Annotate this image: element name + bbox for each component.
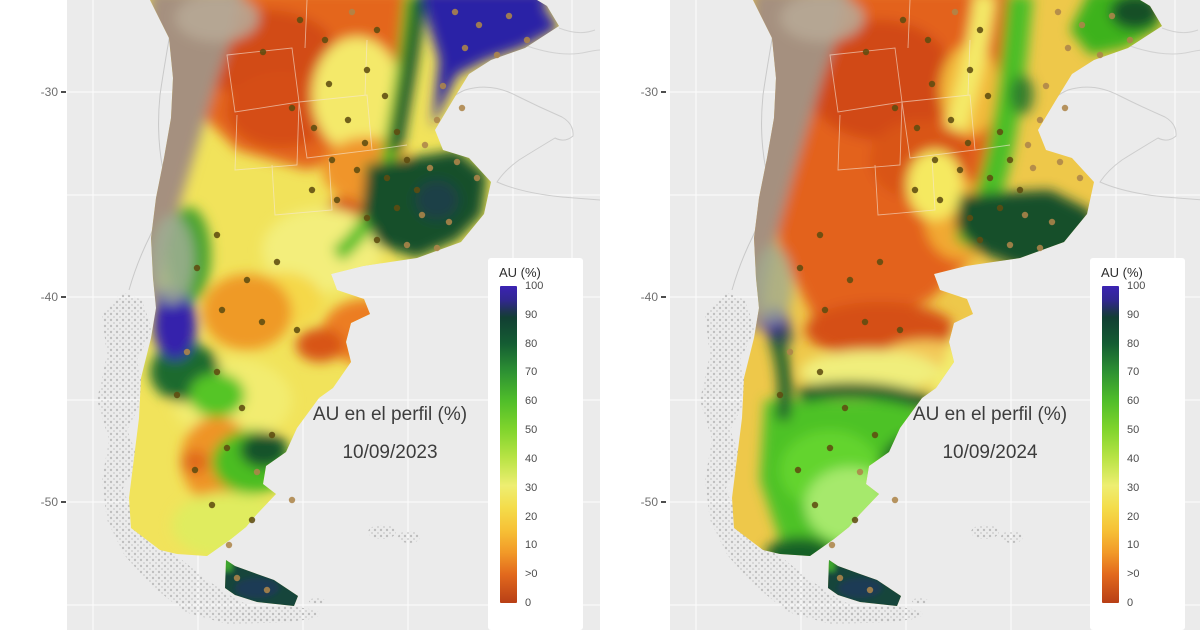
y-axis-label: -30 <box>640 85 658 99</box>
y-axis-tickmark <box>61 501 66 503</box>
annotation-date: 10/09/2024 <box>942 442 1038 463</box>
annotation-date: 10/09/2023 <box>342 442 438 463</box>
map-annotation-2023: AU en el perfil (%) 10/09/2023 <box>255 404 525 464</box>
y-axis-label: -50 <box>40 495 58 509</box>
y-axis-label: -40 <box>640 290 658 304</box>
map-annotation-2024: AU en el perfil (%) 10/09/2024 <box>855 404 1125 464</box>
color-legend: AU (%) 100 90 80 70 60 50 40 30 20 10 >0… <box>1090 258 1185 630</box>
y-axis-label: -40 <box>40 290 58 304</box>
y-axis-label: -30 <box>40 85 58 99</box>
y-axis-tickmark <box>61 91 66 93</box>
legend-colorbar <box>1102 286 1119 603</box>
annotation-title: AU en el perfil (%) <box>912 404 1068 425</box>
y-axis-tickmark <box>661 91 666 93</box>
y-axis-tickmark <box>661 296 666 298</box>
legend-title: AU (%) <box>1101 265 1143 280</box>
map-panel-2024: -30 -40 -50 AU en el perfil (%) 10/09/20… <box>600 0 1200 630</box>
y-axis-label: -50 <box>640 495 658 509</box>
legend-tick-labels: 100 90 80 70 60 50 40 30 20 10 >0 0 <box>525 280 544 609</box>
legend-colorbar <box>500 286 517 603</box>
y-axis-tickmark <box>61 296 66 298</box>
map-panel-2023: -30 -40 -50 AU en el perfil (%) 10/09/20… <box>40 0 600 630</box>
legend-title: AU (%) <box>499 265 541 280</box>
annotation-title: AU en el perfil (%) <box>312 404 468 425</box>
color-legend: AU (%) 100 90 80 70 60 50 40 30 20 10 >0… <box>488 258 583 630</box>
legend-tick-labels: 100 90 80 70 60 50 40 30 20 10 >0 0 <box>1127 280 1146 609</box>
y-axis-tickmark <box>661 501 666 503</box>
station-dots <box>173 8 531 594</box>
